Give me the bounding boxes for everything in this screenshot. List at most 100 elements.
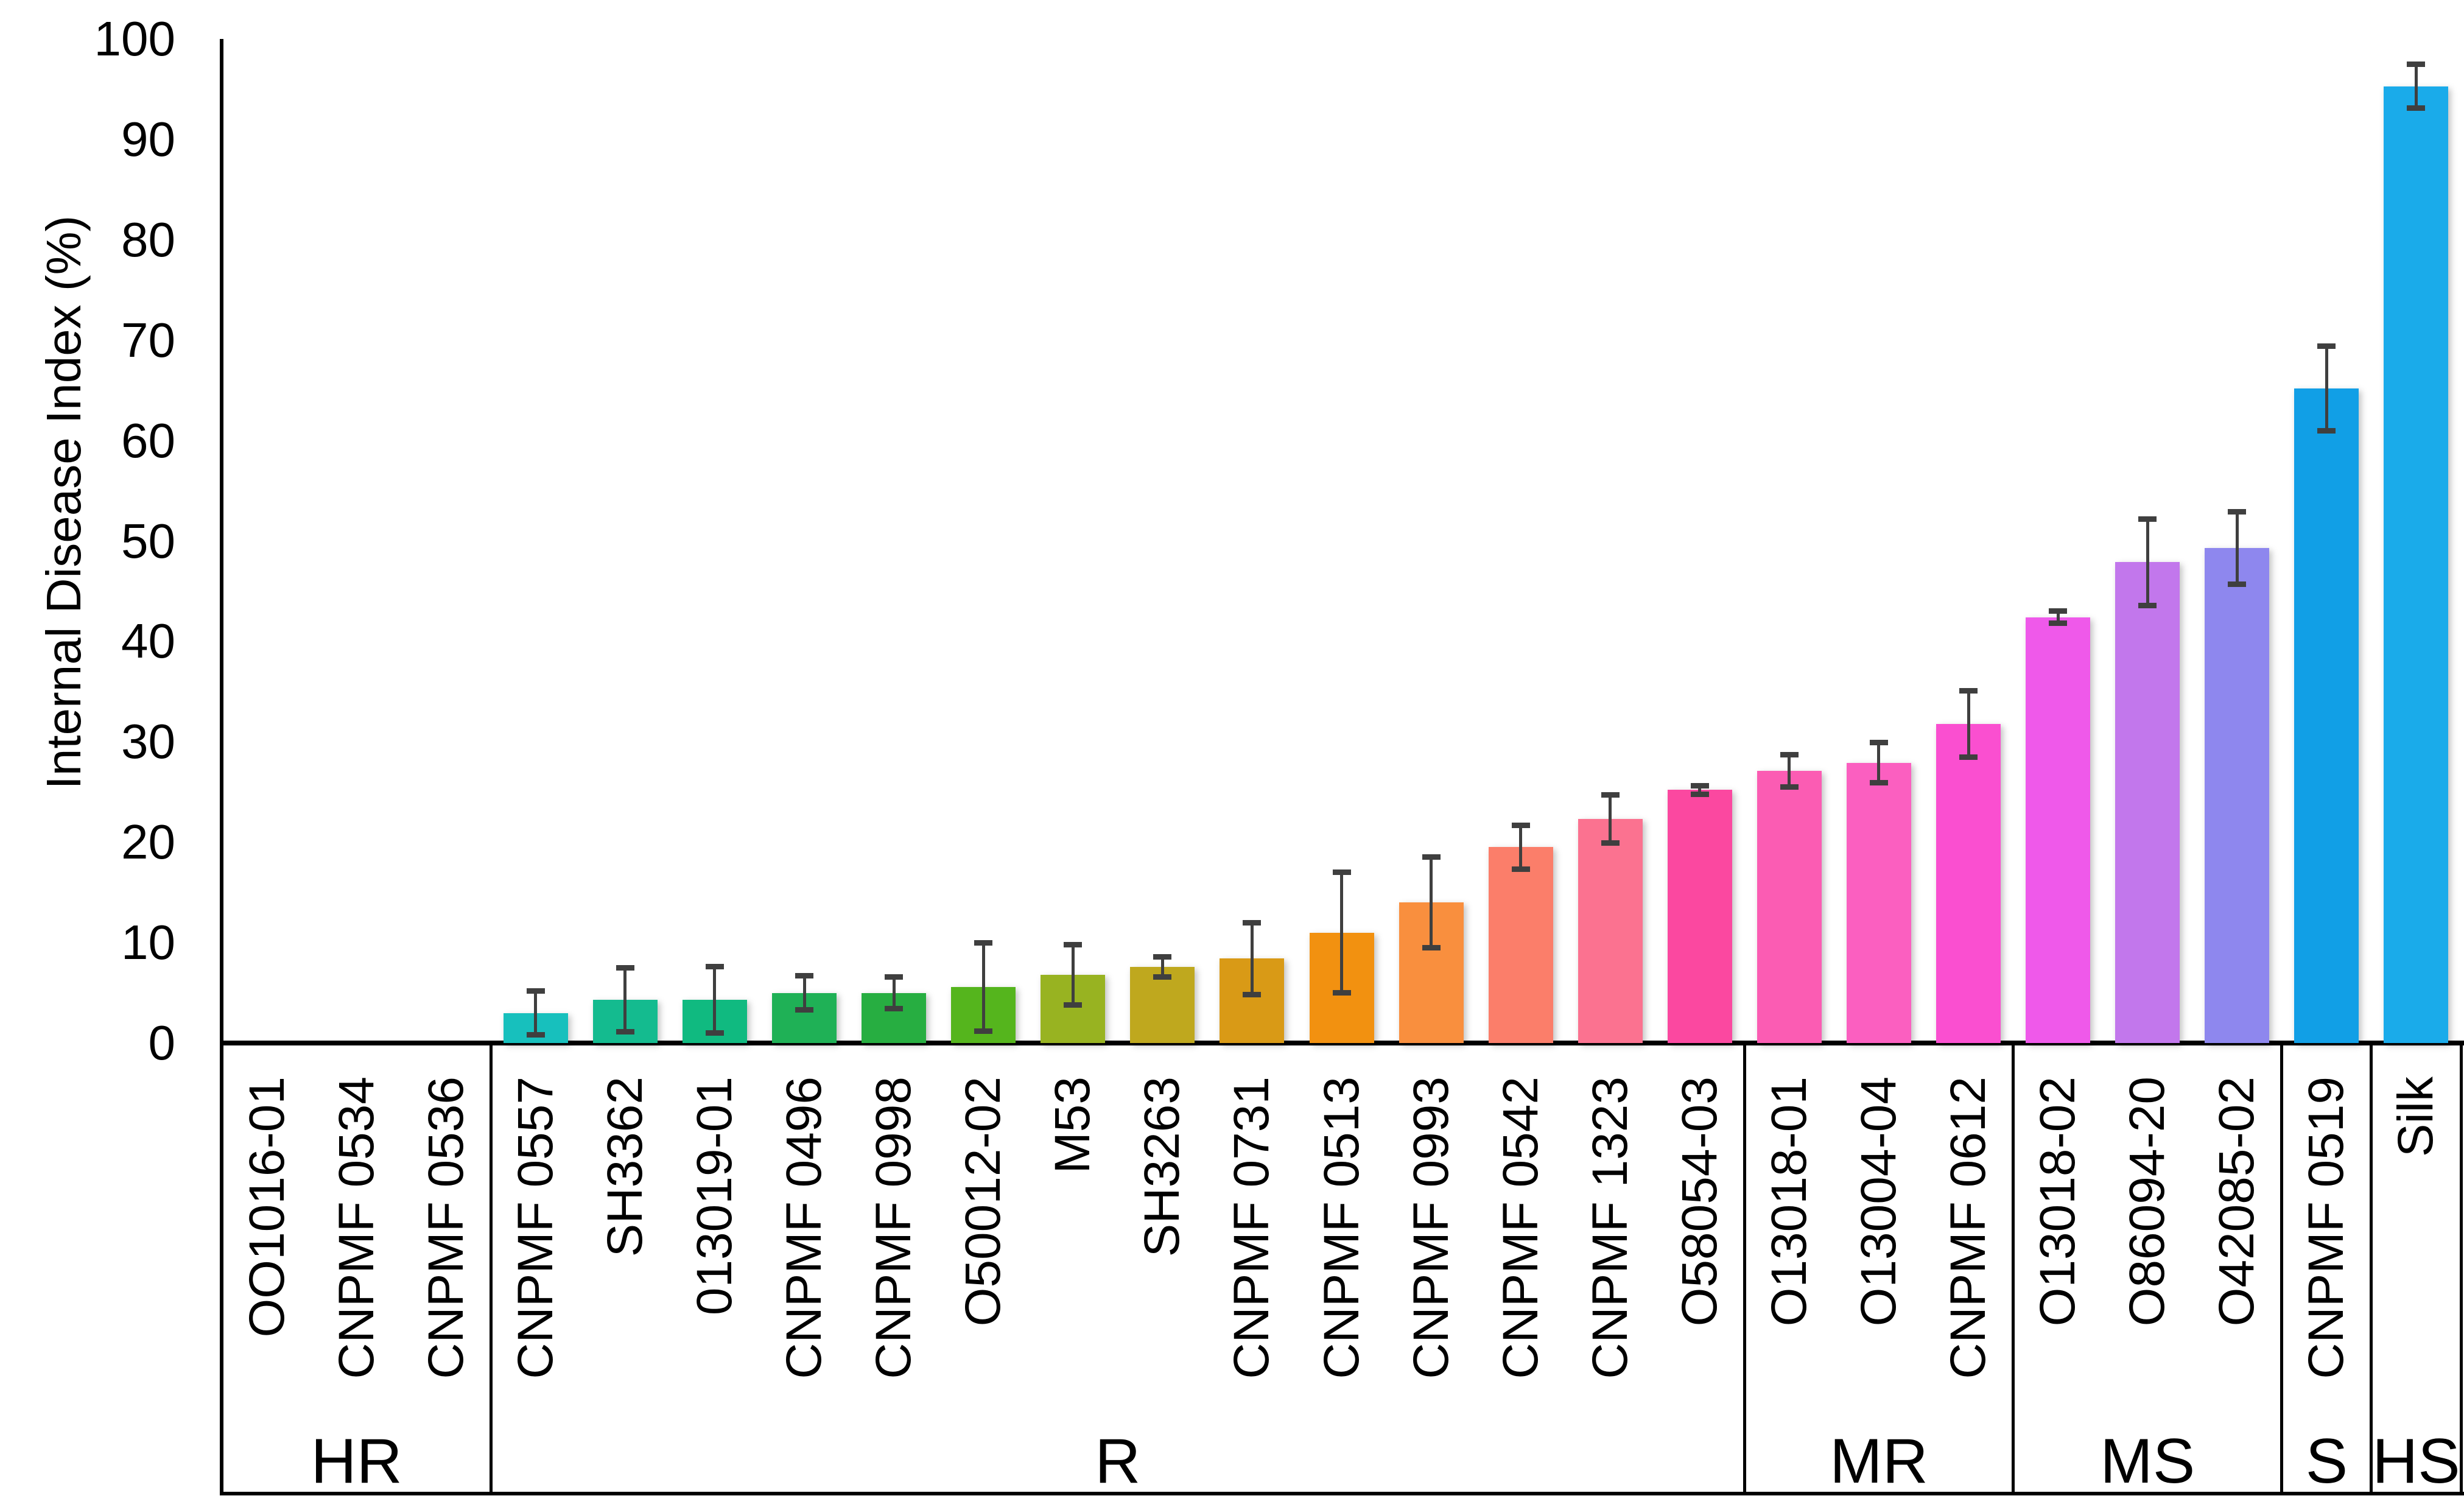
group-label: HS <box>2372 1426 2460 1497</box>
error-bar <box>1519 825 1523 869</box>
x-axis-label: CNPMF 0536 <box>418 1077 474 1379</box>
y-tick-label: 70 <box>121 312 175 367</box>
bar <box>2384 86 2449 1043</box>
error-bar <box>1601 792 1620 798</box>
error-bar <box>974 1028 993 1034</box>
error-bar <box>2049 620 2068 627</box>
group-divider <box>2370 1043 2373 1495</box>
y-tick-label: 30 <box>121 714 175 769</box>
x-axis-label: M53 <box>1045 1077 1101 1174</box>
bar <box>1936 723 2001 1043</box>
x-axis-label: CNPMF 0534 <box>328 1077 384 1379</box>
error-bar <box>713 966 717 1033</box>
error-bar <box>1869 780 1888 786</box>
error-bar <box>2235 511 2239 585</box>
error-bar <box>526 1032 545 1038</box>
y-tick-label: 40 <box>121 614 175 669</box>
x-axis-label: O13004-04 <box>1850 1077 1906 1327</box>
x-axis-label: OO1016-01 <box>239 1077 295 1338</box>
error-bar <box>1332 990 1351 996</box>
error-bar <box>1511 866 1530 873</box>
y-tick-label: 100 <box>94 12 175 66</box>
error-bar <box>1243 919 1262 926</box>
error-bar <box>981 943 985 1031</box>
error-bar <box>885 974 904 980</box>
x-axis-label: CNPMF 0542 <box>1492 1077 1548 1379</box>
bar <box>2115 562 2180 1043</box>
bar <box>2026 617 2091 1043</box>
error-bar <box>974 940 993 946</box>
group-label: MS <box>2100 1426 2195 1497</box>
bar <box>2205 548 2270 1043</box>
error-bar <box>1877 742 1881 783</box>
x-axis-label: O13018-02 <box>2030 1077 2086 1327</box>
error-bar <box>802 975 806 1010</box>
group-divider <box>2280 1043 2284 1495</box>
error-bar <box>2138 602 2157 608</box>
x-axis-label: CNPMF 0998 <box>866 1077 922 1379</box>
error-bar <box>2056 611 2060 624</box>
bar <box>1757 771 1822 1043</box>
bar <box>1846 762 1911 1043</box>
bottom-border-line <box>220 1492 2464 1495</box>
bar <box>1578 819 1643 1043</box>
x-axis-label: SH3362 <box>597 1077 653 1257</box>
error-bar <box>2325 346 2328 431</box>
error-bar <box>616 1029 634 1035</box>
x-axis-label: 013019-01 <box>686 1077 742 1316</box>
bar <box>1488 847 1553 1043</box>
x-axis-label: CNPMF 0993 <box>1403 1077 1459 1379</box>
group-label: HR <box>311 1426 402 1497</box>
x-axis-label: O50012-02 <box>955 1077 1011 1327</box>
group-divider <box>2459 1043 2463 1495</box>
error-bar <box>2407 61 2426 67</box>
y-tick-label: 60 <box>121 413 175 468</box>
y-tick-label: 0 <box>148 1016 176 1070</box>
error-bar <box>616 964 634 971</box>
error-bar <box>2414 64 2418 108</box>
group-divider <box>2012 1043 2015 1495</box>
error-bar <box>1690 783 1709 789</box>
error-bar <box>1071 944 1075 1005</box>
error-bar <box>1967 690 1970 757</box>
error-bar <box>2146 519 2149 606</box>
bar <box>2294 388 2359 1043</box>
error-bar <box>526 988 545 994</box>
error-bar <box>2049 608 2068 614</box>
error-bar <box>1698 785 1702 795</box>
x-axis-baseline <box>220 1041 2464 1045</box>
y-tick-label: 20 <box>121 815 175 869</box>
x-axis-label: CNPMF 0731 <box>1224 1077 1280 1379</box>
error-bar <box>705 1030 724 1036</box>
error-bar <box>2138 516 2157 522</box>
group-label: R <box>1095 1426 1141 1497</box>
error-bar <box>534 991 538 1035</box>
x-axis-label: CNPMF 0612 <box>1940 1077 1996 1379</box>
error-bar <box>1959 754 1978 760</box>
error-bar <box>1601 840 1620 846</box>
error-bar <box>1609 795 1612 843</box>
error-bar <box>2317 343 2336 350</box>
error-bar <box>1250 922 1254 995</box>
error-bar <box>1243 992 1262 998</box>
error-bar <box>892 977 896 1009</box>
y-tick-label: 80 <box>121 212 175 267</box>
group-label: MR <box>1830 1426 1928 1497</box>
x-axis-label: Silk <box>2388 1077 2444 1157</box>
y-axis-title: Internal Disease Index (%) <box>37 215 91 790</box>
x-axis-label: CNPMF 0519 <box>2298 1077 2354 1379</box>
error-bar <box>1153 954 1172 960</box>
x-axis-label: O86094-20 <box>2119 1077 2175 1327</box>
y-tick-label: 90 <box>121 111 175 166</box>
y-axis-line <box>220 39 223 1495</box>
error-bar <box>1422 854 1441 860</box>
x-axis-label: CNPMF 0557 <box>507 1077 563 1379</box>
x-axis-label: CNPMF 0513 <box>1313 1077 1369 1379</box>
x-axis-label: CNPMF 1323 <box>1582 1077 1638 1379</box>
error-bar <box>1430 857 1433 948</box>
group-divider <box>1743 1043 1746 1495</box>
error-bar <box>623 968 627 1032</box>
error-bar <box>795 973 814 979</box>
error-bar <box>1690 791 1709 797</box>
